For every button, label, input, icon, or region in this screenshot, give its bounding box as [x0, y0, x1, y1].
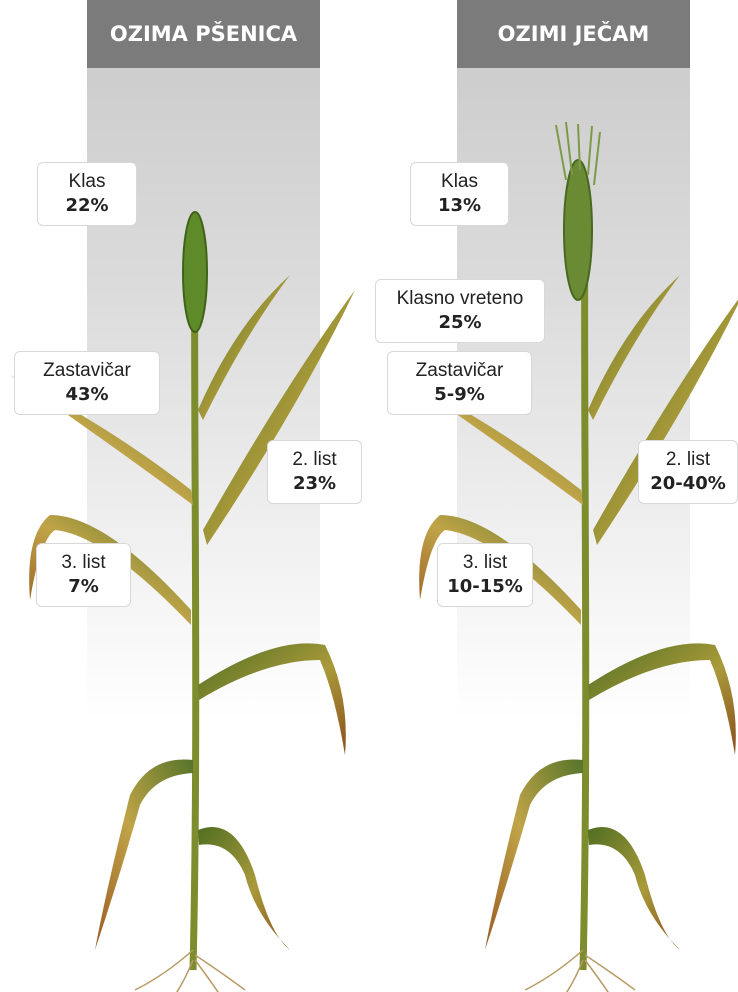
- part-value: 25%: [438, 312, 482, 333]
- part-name: Klasno vreteno: [396, 288, 524, 309]
- part-name: Klas: [441, 171, 478, 192]
- panel-title: OZIMI JEČAM: [457, 0, 690, 68]
- part-value: 20-40%: [650, 473, 726, 494]
- part-name: Klas: [68, 171, 106, 192]
- part-name: Zastavičar: [43, 360, 131, 381]
- label-box: 3. list 7%: [36, 543, 131, 607]
- label-box: 2. list 20-40%: [638, 440, 738, 504]
- part-value: 13%: [437, 195, 482, 216]
- part-value: 43%: [65, 384, 109, 405]
- part-name: 3. list: [462, 552, 508, 573]
- label-box: 2. list 23%: [267, 440, 362, 504]
- part-value: 23%: [292, 473, 337, 494]
- part-name: 2. list: [292, 449, 337, 470]
- part-value: 5-9%: [434, 384, 485, 405]
- part-value: 7%: [68, 576, 99, 597]
- part-value: 10-15%: [447, 576, 523, 597]
- panel-title: OZIMA PŠENICA: [87, 0, 320, 68]
- label-box: Klasno vreteno 25%: [375, 279, 545, 343]
- label-box: 3. list 10-15%: [437, 543, 533, 607]
- label-box: Zastavičar 43%: [14, 351, 160, 415]
- part-name: Zastavičar: [415, 360, 504, 381]
- label-box: Klas 13%: [410, 162, 509, 226]
- part-name: 3. list: [61, 552, 106, 573]
- label-box: Klas 22%: [37, 162, 137, 226]
- part-name: 2. list: [665, 449, 711, 470]
- label-box: Zastavičar 5-9%: [387, 351, 532, 415]
- part-value: 22%: [65, 195, 109, 216]
